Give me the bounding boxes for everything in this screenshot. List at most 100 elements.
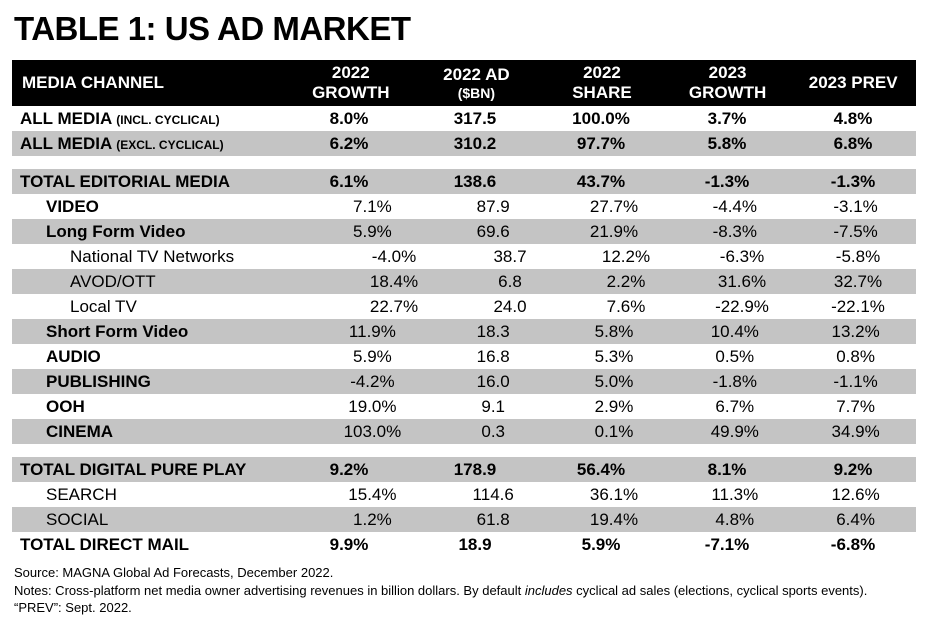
row-value-2023-prev: -22.1% — [831, 296, 885, 316]
row-label-text: OOH — [46, 396, 85, 416]
row-value-2023-prev: 4.8% — [833, 108, 873, 128]
row-label: ALL MEDIA (INCL. CYCLICAL) — [12, 109, 286, 129]
row-value-2022-ad-bn: 6.8 — [498, 271, 522, 291]
row-value-2022-share: 43.7% — [576, 171, 626, 191]
row-value-2023-growth: -1.3% — [704, 171, 750, 191]
row-value-2023-growth: -1.8% — [712, 371, 757, 391]
table-row: VIDEO 7.1% 87.9 27.7% -4.4% -3.1% — [12, 194, 916, 219]
row-value-2023-prev: -5.8% — [835, 246, 881, 266]
column-header-2023-prev: 2023 PREV — [808, 73, 898, 93]
row-value-2022-share: 19.4% — [589, 509, 639, 529]
row-label-text: Long Form Video — [46, 221, 186, 241]
row-value-2022-share: 5.0% — [594, 371, 634, 391]
row-label: CINEMA — [12, 422, 312, 442]
row-label: National TV Networks — [12, 247, 336, 267]
row-value-2022-growth: 19.0% — [348, 396, 397, 416]
row-value-2023-growth: 4.8% — [715, 509, 755, 529]
row-label: VIDEO — [12, 197, 312, 217]
row-value-2022-growth: 11.9% — [348, 321, 396, 341]
row-value-2023-prev: 9.2% — [833, 459, 873, 479]
row-value-2022-growth: -4.0% — [371, 246, 417, 266]
row-value-2022-growth: 18.4% — [369, 271, 419, 291]
row-label-text: AVOD/OTT — [70, 271, 156, 291]
page-title: TABLE 1: US AD MARKET — [14, 10, 411, 47]
row-label: ALL MEDIA (EXCL. CYCLICAL) — [12, 134, 286, 154]
row-value-2022-growth: 9.9% — [329, 534, 369, 554]
row-value-2023-growth: 8.1% — [707, 459, 747, 479]
row-label: SEARCH — [12, 485, 312, 505]
table-row: Local TV 22.7% 24.0 7.6% -22.9% -22.1% — [12, 294, 916, 319]
row-value-2022-growth: 8.0% — [329, 108, 369, 128]
row-label-text: CINEMA — [46, 421, 114, 441]
column-header-2022-growth: 2022 GROWTH — [312, 63, 390, 102]
row-value-2022-growth: 5.9% — [353, 346, 392, 366]
row-label: SOCIAL — [12, 510, 312, 530]
row-label: TOTAL DIRECT MAIL — [12, 535, 286, 555]
row-value-2023-prev: -1.1% — [833, 371, 878, 391]
row-label: Long Form Video — [12, 222, 312, 242]
row-value-2022-share: 2.2% — [606, 271, 646, 291]
row-label-text: SOCIAL — [46, 509, 109, 529]
row-value-2023-prev: -1.3% — [830, 171, 876, 191]
row-label-text: SEARCH — [46, 484, 117, 504]
row-value-2022-growth: 1.2% — [353, 509, 392, 529]
row-value-2022-share: 5.8% — [594, 321, 634, 341]
row-value-2022-growth: 6.2% — [329, 133, 369, 153]
row-label: PUBLISHING — [12, 372, 312, 392]
table-row: TOTAL DIRECT MAIL 9.9% 18.9 5.9% -7.1% -… — [12, 532, 916, 557]
row-label: OOH — [12, 397, 312, 417]
table-row: SEARCH 15.4% 114.6 36.1% 11.3% 12.6% — [12, 482, 916, 507]
row-value-2022-growth: 7.1% — [353, 196, 392, 216]
row-value-2023-growth: -8.3% — [712, 221, 757, 241]
row-label-text: ALL MEDIA — [20, 133, 113, 153]
table-header-row: MEDIA CHANNEL 2022 GROWTH 2022 AD ($BN) … — [12, 60, 916, 106]
footnote-prev: “PREV”: Sept. 2022. — [14, 600, 132, 616]
row-value-2022-growth: 22.7% — [369, 296, 419, 316]
row-value-2022-ad-bn: 69.6 — [476, 221, 510, 241]
row-label-text: TOTAL DIGITAL PURE PLAY — [20, 459, 247, 479]
row-value-2022-ad-bn: 16.8 — [476, 346, 510, 366]
row-value-2022-ad-bn: 138.6 — [453, 171, 497, 191]
row-label-text: Local TV — [70, 296, 137, 316]
row-value-2022-growth: 5.9% — [353, 221, 392, 241]
row-value-2023-growth: -7.1% — [704, 534, 750, 554]
row-value-2022-growth: 9.2% — [329, 459, 369, 479]
row-value-2022-share: 0.1% — [594, 421, 634, 441]
row-label-text: ALL MEDIA — [20, 108, 113, 128]
row-value-2022-ad-bn: 0.3 — [481, 421, 506, 441]
row-value-2023-growth: 0.5% — [715, 346, 755, 366]
row-value-2023-growth: 3.7% — [707, 108, 747, 128]
row-value-2023-growth: -6.3% — [719, 246, 765, 266]
row-value-2022-ad-bn: 9.1 — [481, 396, 506, 416]
row-label-text: AUDIO — [46, 346, 101, 366]
table-row: Short Form Video 11.9% 18.3 5.8% 10.4% 1… — [12, 319, 916, 344]
row-value-2023-growth: 6.7% — [715, 396, 755, 416]
row-label: AVOD/OTT — [12, 272, 336, 292]
row-value-2023-prev: 32.7% — [833, 271, 883, 291]
row-value-2022-ad-bn: 18.3 — [476, 321, 510, 341]
row-label-text: TOTAL DIRECT MAIL — [20, 534, 190, 554]
row-value-2022-share: 27.7% — [589, 196, 639, 216]
row-value-2022-share: 5.9% — [581, 534, 621, 554]
row-value-2022-ad-bn: 18.9 — [458, 534, 492, 554]
row-value-2022-share: 36.1% — [589, 484, 639, 504]
row-label-text: Short Form Video — [46, 321, 189, 341]
row-value-2023-growth: -4.4% — [712, 196, 757, 216]
column-header-2023-growth: 2023 GROWTH — [688, 63, 767, 102]
row-label-suffix: (INCL. CYCLICAL) — [116, 112, 220, 127]
row-value-2022-ad-bn: 317.5 — [453, 108, 497, 128]
row-value-2022-growth: 6.1% — [329, 171, 369, 191]
row-value-2022-share: 97.7% — [576, 133, 626, 153]
footnotes: Source: MAGNA Global Ad Forecasts, Decem… — [14, 564, 916, 617]
row-value-2022-share: 7.6% — [606, 296, 646, 316]
row-value-2023-prev: 7.7% — [836, 396, 875, 416]
row-value-2023-prev: -7.5% — [833, 221, 878, 241]
row-value-2022-ad-bn: 178.9 — [453, 459, 497, 479]
row-value-2022-growth: 15.4% — [348, 484, 397, 504]
table-row: ALL MEDIA (INCL. CYCLICAL) 8.0% 317.5 100… — [12, 106, 916, 131]
row-label: AUDIO — [12, 347, 312, 367]
row-value-2023-prev: -6.8% — [830, 534, 876, 554]
row-value-2022-share: 12.2% — [601, 246, 651, 266]
row-value-2023-growth: -22.9% — [715, 296, 769, 316]
